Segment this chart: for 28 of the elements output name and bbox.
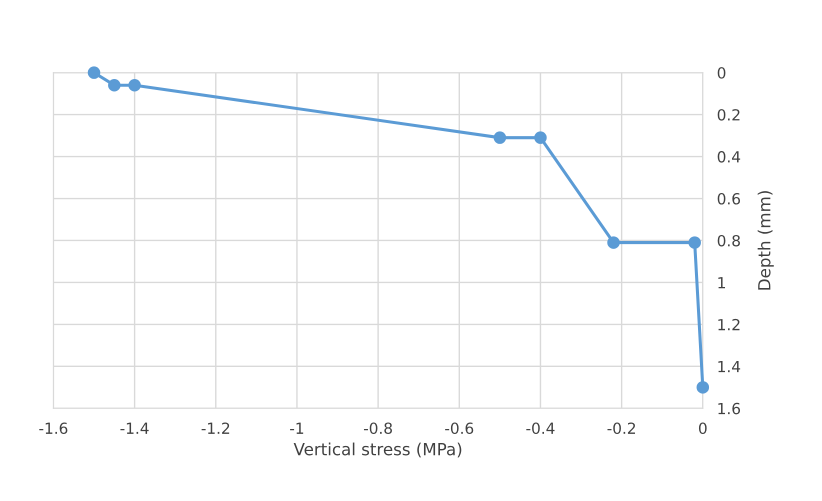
x-tick-label: -1 [290,422,304,434]
point [494,131,506,144]
y-tick-label: 0 [718,67,726,79]
y-tick-label: 1 [718,277,726,288]
x-tick-label: -0.8 [364,422,392,434]
y-tick-label: 1.4 [718,361,740,372]
point [534,131,547,144]
x-tick-label: -0.2 [607,422,636,434]
point [128,78,141,92]
point [108,78,121,92]
y-tick-label: 0.6 [718,192,740,205]
x-axis-title: Vertical stress (MPa) [294,442,462,458]
point [696,381,710,394]
x-tick-label: -0.4 [526,422,555,434]
x-tick-label: 0 [698,422,707,434]
y-tick-label: 0.4 [718,151,740,163]
point [607,236,620,249]
y-tick-label: 0.2 [718,109,740,121]
point [88,66,100,79]
x-tick-label: -1.6 [39,422,68,434]
x-tick-label: -1.4 [120,422,149,434]
y-tick-label: 1.6 [718,402,740,414]
y-tick-label: 0.8 [718,234,740,246]
x-tick-label: -1.2 [202,422,230,434]
x-tick-label: -0.6 [445,422,474,434]
y-axis-title: Depth (mm) [758,191,774,290]
point [688,236,701,249]
y-tick-label: 1.2 [718,318,740,330]
